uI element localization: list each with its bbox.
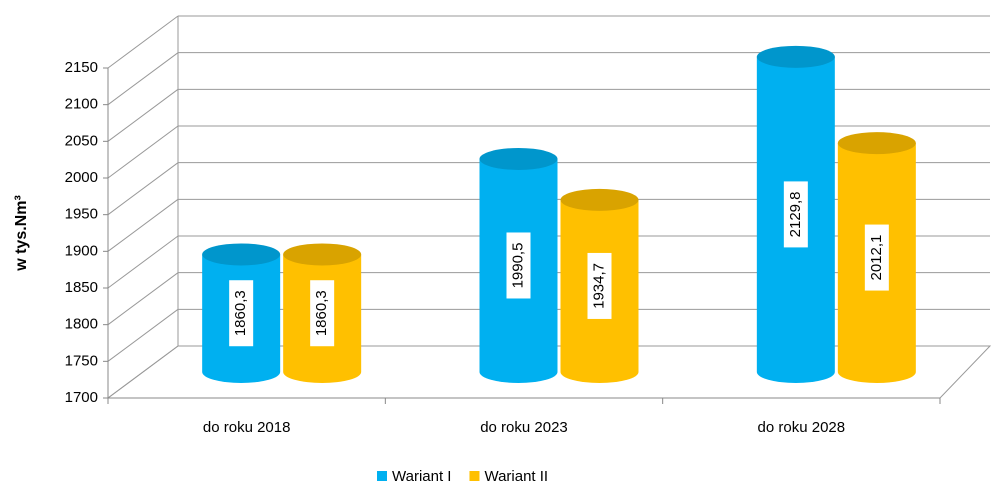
grid-line	[107, 272, 179, 326]
value-label-box	[229, 280, 254, 347]
value-label-box	[864, 224, 889, 291]
value-label: 1860,3	[232, 290, 249, 336]
value-label: 1990,5	[509, 243, 526, 289]
y-tick-label: 2100	[65, 96, 98, 113]
value-label: 2012,1	[868, 235, 885, 281]
y-tick-label: 1900	[65, 242, 98, 259]
bar-top	[837, 132, 916, 155]
bar-top	[479, 147, 558, 170]
grid-line	[107, 162, 179, 216]
bar-top	[202, 243, 281, 266]
legend-label: Wariant II	[484, 468, 548, 485]
value-label-box	[506, 232, 531, 299]
y-axis-label: w tys.Nm³	[13, 195, 30, 272]
grid-line	[107, 88, 179, 142]
y-tick-label: 2000	[65, 169, 98, 186]
grid-line	[107, 198, 179, 252]
bar-top	[283, 243, 362, 266]
value-label: 1860,3	[313, 290, 330, 336]
legend-label: Wariant I	[392, 468, 451, 485]
x-tick-label: do roku 2023	[480, 419, 568, 436]
legend-swatch	[377, 471, 387, 481]
y-tick-label: 1850	[65, 279, 98, 296]
value-label-box	[783, 181, 808, 248]
value-label-box	[310, 280, 335, 347]
y-tick-label: 1750	[65, 352, 98, 369]
y-tick-label: 1800	[65, 316, 98, 333]
grid-line	[107, 308, 179, 362]
y-tick-label: 1950	[65, 206, 98, 223]
grid-line	[107, 15, 179, 69]
x-tick-label: do roku 2028	[758, 419, 846, 436]
x-tick-label: do roku 2018	[203, 419, 291, 436]
bar-top	[756, 45, 835, 68]
grid-line	[107, 52, 179, 106]
y-tick-label: 1700	[65, 389, 98, 406]
legend-swatch	[469, 471, 480, 481]
y-tick-label: 2150	[65, 59, 98, 76]
grid-line	[107, 345, 179, 399]
grid-line	[107, 235, 179, 289]
grid-line	[107, 125, 179, 179]
bar-top	[560, 188, 639, 211]
value-label: 2129,8	[787, 191, 804, 237]
value-label: 1934,7	[590, 263, 607, 309]
value-label-box	[587, 252, 612, 319]
y-tick-label: 2050	[65, 132, 98, 149]
